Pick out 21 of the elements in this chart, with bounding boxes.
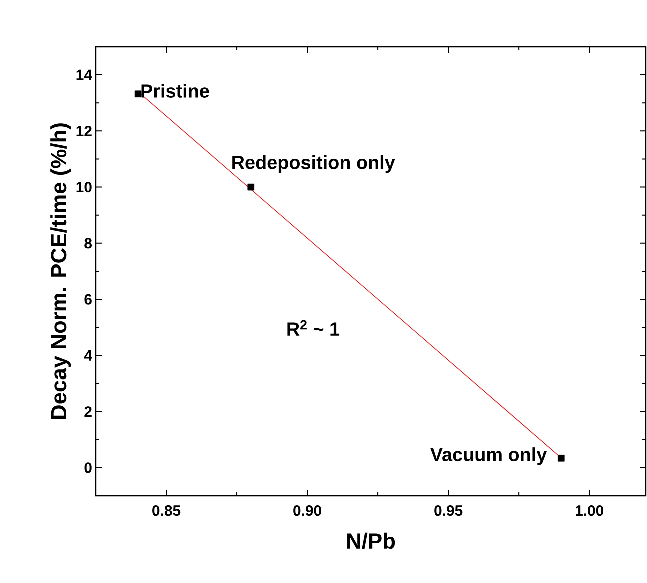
y-tick-label: 6 — [84, 294, 92, 305]
x-tick-label: 0.90 — [294, 506, 322, 516]
point — [248, 184, 255, 191]
y-tick-label: 12 — [76, 126, 92, 136]
annotation: R$^{2}$ ~ 1 — [288, 320, 340, 336]
x-axis-title: N/Pb — [348, 532, 396, 550]
y-axis-title: Decay Norm. PCE/time (%/h) — [50, 124, 72, 420]
point — [134, 90, 142, 98]
annotation: Redeposition only — [232, 155, 396, 174]
x-tick-label: 1.00 — [576, 506, 604, 516]
y-tick-label: 8 — [84, 238, 92, 249]
y-tick-label: 0 — [84, 462, 92, 474]
y-tick-label: 2 — [84, 406, 92, 418]
y-tick-label: 4 — [84, 350, 92, 361]
x-tick-label: 0.95 — [434, 506, 463, 516]
x-tick-label: 0.85 — [152, 506, 181, 516]
y-tick-label: 14 — [76, 70, 92, 80]
y-tick-label: 10 — [76, 182, 92, 193]
point — [558, 454, 565, 462]
annotation: Pristine — [142, 84, 210, 98]
annotation: Vacuum only — [430, 448, 548, 466]
